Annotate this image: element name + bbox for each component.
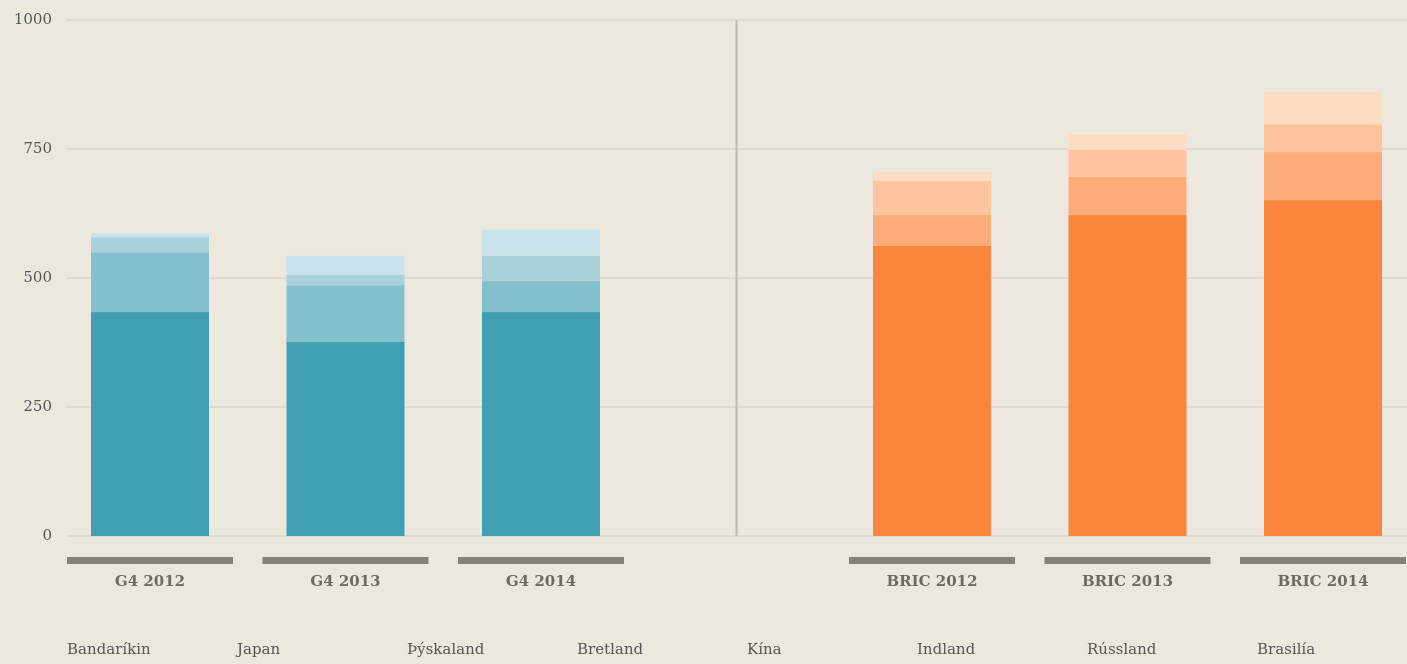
x-tick-label: G4 2013 [310,572,380,590]
legend-label: Brasilía [1257,640,1315,658]
bar-segment [873,172,991,181]
bar-segment [1264,152,1382,201]
y-tick-label: 500 [23,268,52,286]
x-tick-label: G4 2012 [115,572,185,590]
category-underline [1044,557,1211,564]
bar-segment [1264,200,1382,537]
bar-segment [482,230,600,256]
bar-segment [1264,92,1382,125]
bar-segment [1068,134,1187,151]
x-tick-label: BRIC 2012 [886,572,977,590]
bar-segment [873,246,991,536]
x-tick-label: BRIC 2014 [1277,572,1368,590]
bar-segment [286,285,405,342]
bar-segment [91,252,209,313]
bar-segment [482,312,600,536]
bar-segment [286,341,405,536]
bar-segment [91,312,209,536]
bar-segment [482,281,600,313]
legend-label: Rússland [1087,640,1157,658]
x-tick-label: BRIC 2013 [1082,572,1173,590]
category-underline [67,557,233,564]
y-tick-label: 750 [23,139,52,157]
bar-segment [873,215,991,247]
category-underline [262,557,429,564]
bar-segment [1264,124,1382,153]
legend-label: Kína [747,640,782,658]
legend-label: Þýskaland [407,640,485,658]
bar-segment [286,255,405,275]
category-underline [458,557,624,564]
y-tick-label: 1000 [14,10,52,28]
bar-segment [482,255,600,282]
bar-segment [1068,176,1187,216]
category-underline [849,557,1015,564]
x-tick-label: G4 2014 [506,572,576,590]
legend-label: Japan [235,640,281,658]
bar-segment [1068,150,1187,177]
bar-segment [91,237,209,253]
category-underline [1240,557,1406,564]
bar-segment [91,233,209,238]
y-tick-label: 250 [23,397,52,415]
legend-label: Bretland [577,640,643,658]
legend-label: Indland [917,640,976,658]
y-tick-label: 0 [42,526,52,544]
bar-segment [873,180,991,216]
legend-label: Bandaríkin [67,640,151,658]
bar-segment [1068,215,1187,536]
bar-segment [286,274,405,286]
